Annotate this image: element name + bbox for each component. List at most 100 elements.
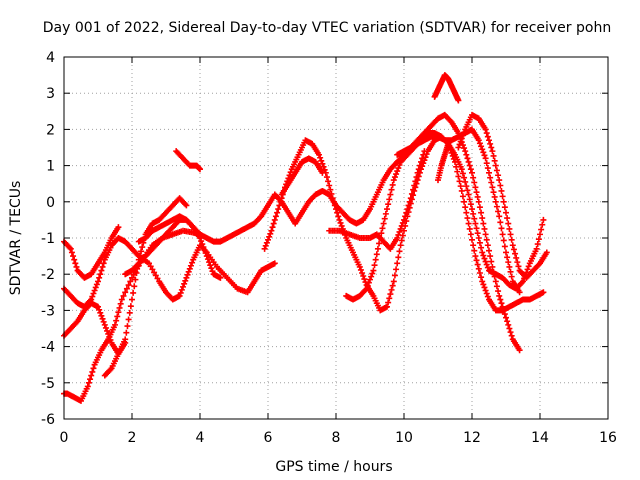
x-tick-label: 8 [332,430,341,446]
data-point [472,220,479,227]
data-point [537,231,543,238]
data-point [510,246,517,253]
data-point [461,174,468,181]
data-point [412,178,419,185]
series-track-j [278,155,326,198]
data-point [124,323,131,330]
data-point [467,201,474,208]
data-point [490,152,497,159]
data-point [127,303,134,310]
data-point [508,236,515,243]
data-point [67,245,74,252]
data-point [395,254,402,261]
y-tick-label: 2 [46,122,55,138]
data-point [467,166,474,173]
data-point [116,304,123,311]
data-point [217,274,224,281]
data-point [525,263,532,270]
data-point [395,165,402,172]
data-point [96,274,103,281]
data-point [471,215,478,222]
data-point [147,263,154,270]
data-point [505,321,512,328]
data-point [464,155,471,162]
data-point [476,269,483,276]
data-point [410,186,417,193]
data-point [389,282,396,289]
data-point [363,285,370,292]
data-point [461,198,468,205]
y-tick-label: 0 [46,195,55,211]
plot-frame [63,56,609,420]
data-marks [61,72,550,404]
data-point [495,288,502,295]
data-point [476,140,483,147]
data-point [478,274,485,281]
data-point [113,317,120,324]
data-point [507,231,514,238]
data-point [481,284,488,291]
data-point [394,168,401,175]
x-axis-label: GPS time / hours [275,459,392,475]
data-point [95,303,101,310]
data-point [470,174,477,181]
data-point [207,262,214,269]
data-point [271,260,278,267]
data-point [71,256,78,263]
data-point [397,225,404,232]
data-point [475,265,482,272]
data-point [458,166,465,173]
data-point [496,213,503,220]
data-point [208,265,215,272]
data-point [491,273,498,280]
data-point [368,273,375,280]
data-point [490,268,497,275]
data-point [201,247,208,254]
data-point [500,237,507,244]
data-point [497,219,504,226]
data-point [149,266,156,273]
data-point [464,215,471,222]
data-point [330,198,337,205]
data-point [72,260,79,267]
data-point [498,187,505,194]
data-point [471,179,478,186]
data-point [472,253,479,260]
data-point [122,336,129,343]
data-point [535,236,542,243]
data-point [445,140,452,147]
data-point [482,258,489,265]
series-track-p [435,140,452,184]
data-point [96,306,103,313]
data-point [263,239,270,246]
data-point [504,254,511,261]
data-point [462,204,469,211]
data-point [489,263,496,270]
data-point [335,213,342,220]
data-point [390,177,397,184]
data-point [479,146,486,153]
data-point [337,219,344,226]
data-point [479,215,486,222]
data-point [378,230,385,237]
data-point [334,209,341,216]
data-point [125,316,132,323]
data-point [497,296,504,303]
data-point [462,148,469,155]
data-point [492,162,499,169]
data-point [520,278,526,285]
x-tick-label: 2 [128,430,137,446]
data-point [396,161,403,168]
data-point [390,278,397,285]
data-point [487,253,494,260]
data-point [262,242,269,249]
data-point [84,383,91,390]
data-point [274,209,281,216]
data-point [331,202,338,209]
data-point [393,266,400,273]
data-point [462,178,469,185]
data-point [456,178,463,185]
data-point [406,198,413,205]
data-point [458,135,465,142]
data-point [498,300,505,307]
